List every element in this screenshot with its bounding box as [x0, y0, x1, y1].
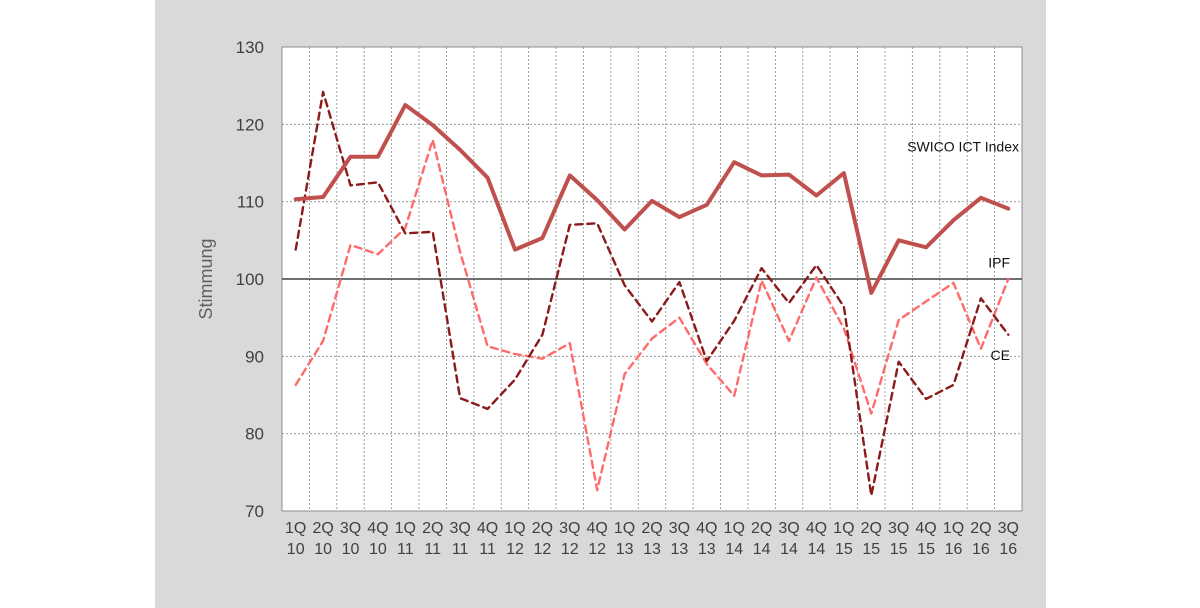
- x-tick-label-quarter: 4Q: [915, 520, 936, 537]
- x-tick-label-year: 12: [506, 541, 524, 558]
- x-tick-label-year: 14: [808, 541, 826, 558]
- x-tick-label-quarter: 2Q: [861, 520, 882, 537]
- x-tick-label-year: 11: [479, 541, 496, 558]
- x-tick-label-quarter: 2Q: [312, 520, 333, 537]
- x-tick-label-year: 16: [945, 541, 963, 558]
- x-tick-label-year: 11: [424, 541, 441, 558]
- x-tick-label-quarter: 1Q: [724, 520, 745, 537]
- x-tick-label-quarter: 3Q: [669, 520, 690, 537]
- y-tick-label: 110: [237, 193, 264, 212]
- y-tick-label: 70: [245, 502, 264, 521]
- x-tick-label-year: 14: [725, 541, 743, 558]
- x-tick-label-year: 12: [588, 541, 606, 558]
- x-tick-label-year: 15: [835, 541, 853, 558]
- x-tick-label-quarter: 4Q: [587, 520, 608, 537]
- x-tick-label-quarter: 1Q: [833, 520, 854, 537]
- x-tick-label-quarter: 1Q: [504, 520, 525, 537]
- x-tick-label-year: 16: [999, 541, 1017, 558]
- line-chart: 70 80 90 100 110 120 130 Stimmung 1Q 10 2Q 10 3Q 10 4Q…: [196, 38, 1023, 558]
- y-tick-label: 130: [236, 38, 264, 57]
- x-tick-label-quarter: 2Q: [532, 520, 553, 537]
- x-tick-label-quarter: 4Q: [696, 520, 717, 537]
- series-label-ipf: IPF: [988, 254, 1010, 270]
- x-tick-label-quarter: 2Q: [641, 520, 662, 537]
- x-tick-label-quarter: 1Q: [285, 520, 306, 537]
- x-tick-label-year: 14: [753, 541, 771, 558]
- x-tick-label-year: 15: [862, 541, 880, 558]
- x-tick-label-year: 13: [698, 541, 716, 558]
- x-tick-label-year: 10: [314, 541, 332, 558]
- x-tick-label-year: 12: [533, 541, 551, 558]
- x-tick-label-quarter: 1Q: [614, 520, 635, 537]
- x-tick-label-quarter: 3Q: [559, 520, 580, 537]
- y-tick-label: 100: [236, 270, 264, 289]
- series-label-swico-ict-index: SWICO ICT Index: [907, 138, 1019, 154]
- x-tick-label-year: 14: [780, 541, 798, 558]
- x-tick-label-year: 13: [616, 541, 634, 558]
- x-tick-label-year: 10: [369, 541, 387, 558]
- chart-panel: 70 80 90 100 110 120 130 Stimmung 1Q 10 2Q 10 3Q 10 4Q…: [155, 0, 1046, 608]
- x-tick-label-quarter: 4Q: [806, 520, 827, 537]
- x-tick-label-quarter: 3Q: [778, 520, 799, 537]
- x-tick-label-quarter: 1Q: [943, 520, 964, 537]
- x-tick-label-year: 13: [643, 541, 661, 558]
- x-tick-label-quarter: 2Q: [751, 520, 772, 537]
- series-label-ce: CE: [991, 347, 1010, 363]
- x-tick-label-quarter: 3Q: [449, 520, 470, 537]
- x-tick-label-quarter: 3Q: [340, 520, 361, 537]
- x-tick-label-quarter: 3Q: [998, 520, 1019, 537]
- x-tick-label-quarter: 2Q: [422, 520, 443, 537]
- x-tick-label-quarter: 4Q: [367, 520, 388, 537]
- series-line-ipf: [294, 90, 1010, 497]
- x-tick-label-year: 16: [972, 541, 990, 558]
- y-tick-label: 120: [236, 115, 264, 134]
- x-tick-label-year: 15: [890, 541, 908, 558]
- x-tick-label-year: 11: [452, 541, 469, 558]
- x-tick-label-quarter: 1Q: [395, 520, 416, 537]
- y-tick-label: 80: [245, 425, 264, 444]
- x-tick-label-year: 13: [671, 541, 689, 558]
- y-axis-label: Stimmung: [196, 238, 216, 319]
- x-tick-label-year: 12: [561, 541, 579, 558]
- x-tick-label-quarter: 3Q: [888, 520, 909, 537]
- y-tick-label: 90: [245, 347, 264, 366]
- series-line-ce: [294, 138, 1010, 492]
- x-tick-label-year: 15: [917, 541, 935, 558]
- x-tick-label-year: 11: [397, 541, 414, 558]
- x-tick-label-quarter: 4Q: [477, 520, 498, 537]
- x-tick-label-year: 10: [287, 541, 305, 558]
- x-tick-label-year: 10: [342, 541, 360, 558]
- x-tick-label-quarter: 2Q: [970, 520, 991, 537]
